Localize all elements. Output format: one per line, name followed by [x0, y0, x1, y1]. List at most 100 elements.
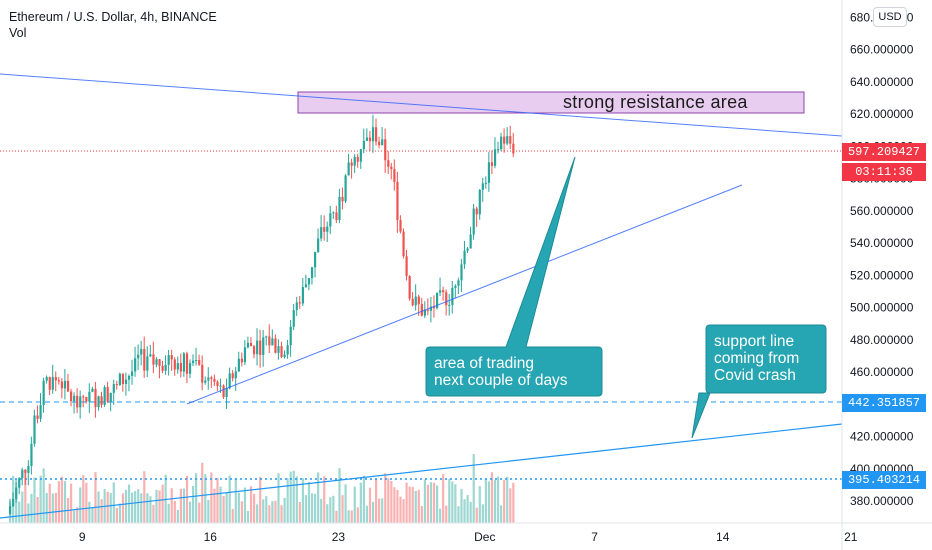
volume-bar: [506, 476, 509, 523]
volume-bar: [271, 501, 274, 523]
resistance-zone[interactable]: [297, 91, 805, 114]
candle-body: [268, 336, 271, 346]
price-tick-label: 480.000000: [850, 333, 914, 347]
candle-body: [146, 356, 149, 371]
volume-bar: [341, 495, 344, 523]
candle-body: [39, 405, 42, 419]
candle-body: [112, 384, 115, 393]
candle-body: [323, 227, 326, 232]
volume-bar: [18, 501, 21, 523]
volume-bar: [317, 472, 320, 523]
volume-bar: [329, 497, 332, 523]
volume-bar: [115, 507, 118, 523]
volume-bar: [204, 474, 207, 523]
candle-body: [207, 377, 210, 381]
volume-bar: [347, 510, 350, 523]
candle-body: [478, 189, 481, 215]
price-tick-label: 380.000000: [850, 494, 914, 508]
candle-body: [195, 360, 198, 362]
ascending-trendline[interactable]: [186, 184, 743, 405]
time-tick-label: 9: [79, 530, 86, 544]
candle-body: [246, 342, 250, 348]
candle-body: [173, 359, 176, 370]
candle-body: [439, 290, 442, 293]
volume-bar: [304, 495, 308, 523]
candle-body: [70, 391, 73, 402]
volume-bar: [192, 485, 195, 523]
candle-body: [103, 387, 106, 405]
covid-support-line[interactable]: [0, 423, 843, 519]
level-label-upper: 442.351857: [842, 394, 926, 412]
candle-body: [231, 373, 234, 379]
volume-bar: [338, 468, 341, 523]
candle-body: [466, 248, 469, 251]
candle-body: [283, 354, 286, 358]
price-axis[interactable]: 380.000000400.000000420.000000440.000000…: [850, 10, 914, 508]
volume-bar: [265, 496, 268, 523]
candle-body: [109, 392, 112, 402]
candle-body: [45, 377, 48, 381]
candle-body: [33, 415, 36, 444]
candle-body: [76, 395, 79, 408]
volume-bar: [152, 504, 155, 523]
volume-bar: [277, 473, 280, 523]
time-axis[interactable]: 9 16 23 Dec 7 14 21: [79, 530, 858, 544]
candle-body: [155, 359, 158, 365]
candle-body: [131, 371, 134, 376]
volume-bar: [493, 479, 497, 523]
candle-body: [344, 175, 347, 202]
volume-bar: [60, 476, 64, 523]
candle-body: [493, 149, 497, 166]
volume-bar: [100, 499, 103, 523]
volume-bar: [490, 472, 494, 523]
volume-bar: [143, 471, 146, 523]
candle-body: [277, 346, 280, 353]
candle-body: [396, 181, 399, 221]
candle-body: [57, 380, 60, 382]
descending-trendline[interactable]: [0, 73, 843, 137]
candle-body: [463, 250, 466, 265]
currency-button[interactable]: USD: [873, 7, 907, 27]
price-tick-label: 640.000000: [850, 75, 914, 89]
volume-bar: [371, 501, 375, 523]
volume-bar: [243, 487, 247, 523]
volume-bar: [390, 480, 393, 523]
bar-countdown-label: 03:11:36: [842, 163, 926, 181]
volume-bar: [442, 474, 445, 523]
volume-bar: [484, 478, 487, 523]
volume-bar: [36, 496, 39, 523]
volume-bar: [106, 491, 109, 523]
candle-body: [42, 380, 45, 406]
candle-body: [353, 157, 356, 166]
volume-bar: [30, 493, 33, 523]
candle-body: [460, 264, 463, 281]
volume-bar: [256, 504, 259, 523]
last-price-label: 597.209427: [842, 143, 926, 161]
volume-bar: [70, 483, 73, 523]
candle-body: [91, 388, 94, 392]
candle-body: [201, 364, 204, 383]
volume-bar: [155, 489, 158, 523]
volume-bar: [381, 498, 384, 523]
candle-body: [143, 349, 146, 371]
candle-body: [170, 355, 173, 360]
candle-body: [423, 309, 426, 316]
callout-trading-area[interactable]: [425, 156, 603, 397]
candle-body: [436, 292, 439, 309]
price-tick-label: 540.000000: [850, 236, 914, 250]
volume-bar: [487, 481, 491, 523]
level-label-lower: 395.403214: [842, 471, 926, 489]
volume-bar: [57, 481, 60, 523]
candle-body: [429, 306, 433, 311]
volume-bar: [500, 505, 503, 523]
volume-bar: [475, 507, 478, 523]
volume-bar: [286, 478, 289, 523]
volume-bar: [375, 479, 378, 523]
callout-support-line[interactable]: [691, 324, 827, 439]
candle-body: [204, 380, 207, 383]
volume-bar: [350, 510, 353, 523]
candle-body: [124, 379, 128, 385]
volume-bar: [158, 490, 161, 523]
volume-bar: [246, 510, 250, 523]
